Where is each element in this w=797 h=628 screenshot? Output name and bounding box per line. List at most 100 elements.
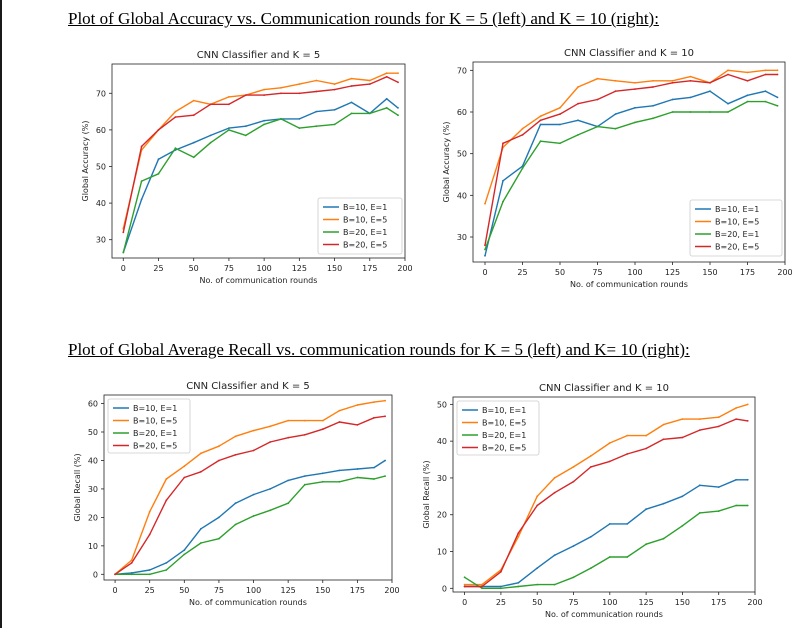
acc-k10-series-b-10-e-5-point xyxy=(596,77,599,80)
acc-k5-series-b-10-e-5-point xyxy=(192,99,195,102)
recall-k5-series-b-10-e-5-point xyxy=(338,409,341,412)
acc-k5-series-b-10-e-5-point xyxy=(174,110,177,113)
recall-k5-x-tick-label: 200 xyxy=(384,586,399,595)
acc-k5-chart-title: CNN Classifier and K = 5 xyxy=(197,50,321,61)
recall-k10-series-b-20-e-1-point xyxy=(681,524,684,527)
acc-k5-x-tick-label: 150 xyxy=(327,264,342,273)
recall-k5-series-b-20-e-1-point xyxy=(356,476,359,479)
acc-k10-series-b-20-e-5-point xyxy=(671,81,674,84)
acc-k10-legend-label-b-20-e-1: B=20, E=1 xyxy=(715,230,759,239)
recall-k5-series-b-20-e-1-point xyxy=(303,483,306,486)
recall-k5-x-tick-label: 125 xyxy=(281,586,296,595)
acc-k5-x-tick-label: 50 xyxy=(189,264,199,273)
recall-k10-series-b-20-e-5-point xyxy=(626,453,629,455)
recall-k10-series-b-10-e-1-point xyxy=(717,486,720,488)
acc-k5-series-b-20-e-5-point xyxy=(333,88,336,91)
recall-k10-series-b-20-e-5-point xyxy=(717,425,720,428)
recall-k5-series-b-20-e-1-point xyxy=(218,537,220,540)
acc-k5-x-tick-label: 100 xyxy=(256,264,271,273)
acc-k10-series-b-10-e-1-point xyxy=(671,98,674,101)
acc-k10-series-b-20-e-5-point xyxy=(689,79,692,82)
acc-k10-series-b-10-e-1-point xyxy=(764,90,767,93)
acc-k5-series-b-10-e-1-point xyxy=(192,141,195,144)
acc-k10-series-b-20-e-5-point xyxy=(484,244,486,247)
recall-k5-series-b-20-e-1-point xyxy=(321,480,324,483)
acc-k5-series-b-10-e-5-point xyxy=(333,83,336,85)
acc-k10-legend-label-b-10-e-5: B=10, E=5 xyxy=(715,218,759,227)
recall-k5-y-tick-label: 30 xyxy=(88,485,98,494)
recall-k10-series-b-20-e-1-line xyxy=(464,504,748,589)
recall-k5-series-b-10-e-5-point xyxy=(252,429,255,432)
acc-k10-series-b-10-e-1-point xyxy=(776,96,779,99)
recall-k10-series-b-20-e-5-point xyxy=(536,504,539,507)
recall-k10-series-b-20-e-1-point xyxy=(463,576,466,579)
acc-k5-series-b-20-e-5-point xyxy=(244,94,247,96)
recall-k5-series-b-20-e-5-point xyxy=(321,428,324,431)
recall-k5-legend-label-b-10-e-5: B=10, E=5 xyxy=(133,417,177,426)
recall-k5-plot-frame xyxy=(103,394,393,581)
recall-k5-series-b-10-e-5-point xyxy=(130,559,133,561)
acc-k10-series-b-20-e-5-point xyxy=(614,90,617,93)
acc-k5-y-tick-label: 50 xyxy=(96,162,106,171)
recall-k10-series-b-20-e-5-point xyxy=(517,532,520,534)
recall-k5-x-tick-label: 0 xyxy=(113,586,118,595)
acc-k5-x-tick-label: 200 xyxy=(397,264,412,273)
recall-k10-series-b-10-e-5-point xyxy=(626,434,629,437)
acc-k5-series-b-20-e-1-point xyxy=(263,123,265,126)
recall-k5-chart-title: CNN Classifier and K = 5 xyxy=(186,381,310,392)
recall-k10-y-tick-label: 0 xyxy=(442,584,447,593)
recall-k10-series-b-10-e-1-point xyxy=(517,581,520,584)
recall-k10-series-b-20-e-1-point xyxy=(746,504,749,507)
recall-k5-legend-box xyxy=(107,398,191,454)
recall-k5-series-b-20-e-5-point xyxy=(338,421,341,423)
recall-k10-series-b-20-e-1-point xyxy=(645,543,647,546)
acc-k10-series-b-10-e-1-point xyxy=(559,123,561,126)
acc-k5-x-tick-label: 25 xyxy=(153,264,163,273)
recall-k5-series-b-10-e-5-point xyxy=(200,452,202,455)
recall-k5-series-b-10-e-1-point xyxy=(252,493,255,496)
recall-k10-x-tick-label: 150 xyxy=(675,598,690,607)
recall-k10-legend-label-b-10-e-5: B=10, E=5 xyxy=(482,419,526,428)
acc-k5-series-b-10-e-5-point xyxy=(263,88,265,91)
recall-k5-y-tick-label: 60 xyxy=(88,400,98,409)
acc-k5-series-b-10-e-1-point xyxy=(228,127,230,129)
acc-k5-series-b-20-e-1-point xyxy=(122,251,125,254)
acc-k10-series-b-10-e-1-point xyxy=(634,106,636,109)
acc-k10-series-b-20-e-5-point xyxy=(634,88,636,90)
recall-k5-y-axis-label: Global Recall (%) xyxy=(73,453,82,521)
acc-k10-x-tick-label: 0 xyxy=(482,268,487,277)
acc-k10-series-b-10-e-5-point xyxy=(484,202,486,205)
recall-k10-series-b-10-e-1-point xyxy=(681,495,684,498)
acc-k10-series-b-20-e-1-point xyxy=(577,134,579,136)
recall-k10-series-b-10-e-5-point xyxy=(608,442,611,444)
acc-k5-series-b-20-e-5-point xyxy=(174,116,177,118)
recall-k5-series-b-20-e-5-point xyxy=(114,573,116,576)
acc-k10-series-b-20-e-5-point xyxy=(577,102,579,105)
recall-k5-series-b-10-e-1-point xyxy=(200,527,202,530)
recall-k5-series-b-10-e-5-point xyxy=(165,478,168,480)
acc-k10-plot-frame xyxy=(472,61,786,263)
acc-k5-series-b-10-e-1-point xyxy=(140,198,143,201)
acc-k10-series-b-20-e-1-point xyxy=(689,111,692,113)
acc-k10-x-tick-label: 175 xyxy=(740,268,755,277)
recall-k5-series-b-10-e-1-point xyxy=(234,502,237,505)
acc-k10-series-b-20-e-1-point xyxy=(727,111,729,113)
acc-k10-series-b-20-e-5-point xyxy=(539,119,542,122)
acc-k10-series-b-20-e-5-point xyxy=(709,81,711,84)
acc-k5-series-b-10-e-1-point xyxy=(244,125,247,128)
acc-k10-chart-title: CNN Classifier and K = 10 xyxy=(564,48,694,59)
acc-k5-y-tick-label: 30 xyxy=(96,236,106,245)
acc-k10-series-b-20-e-1-point xyxy=(671,111,674,113)
acc-k5-series-b-10-e-5-point xyxy=(280,86,282,89)
acc-k5-legend-label-b-10-e-5: B=10, E=5 xyxy=(343,216,387,225)
acc-k10-series-b-10-e-5-point xyxy=(634,81,636,84)
recall-k10-series-b-10-e-5-point xyxy=(645,434,647,437)
recall-k10-series-b-10-e-5-point xyxy=(536,495,539,498)
recall-k10-x-tick-label: 25 xyxy=(496,598,506,607)
recall-k5-series-b-20-e-5-point xyxy=(234,453,237,456)
acc-k10-series-b-20-e-1-point xyxy=(652,117,654,120)
recall-k10-series-b-20-e-5-point xyxy=(746,420,749,422)
acc-k5-series-b-10-e-1-point xyxy=(333,108,336,111)
recall-k10-series-b-10-e-5-point xyxy=(681,418,684,420)
recall-k10-y-axis-label: Global Recall (%) xyxy=(422,460,431,528)
